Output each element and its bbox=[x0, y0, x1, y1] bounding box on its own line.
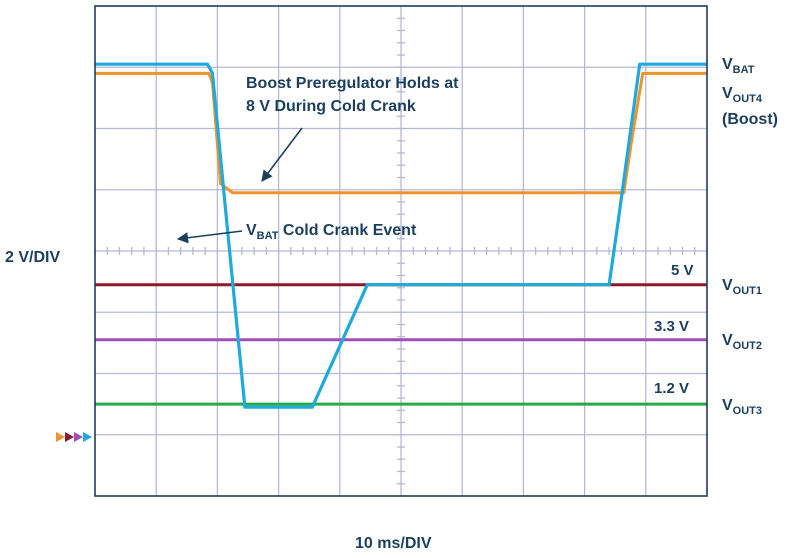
level-label-3v3: 3.3 V bbox=[654, 318, 689, 335]
ground-markers bbox=[56, 432, 92, 442]
channel-label-vout1-main: V bbox=[722, 277, 733, 294]
channel-label-vbat-main: V bbox=[722, 56, 733, 73]
annotation-boost-arrow bbox=[261, 127, 303, 182]
channel-label-vout4-sub: OUT4 bbox=[733, 93, 763, 105]
level-label-1v2: 1.2 V bbox=[654, 380, 689, 397]
annotation-vbat-event-sub: BAT bbox=[257, 230, 279, 242]
channel-label-vout1: VOUT1 bbox=[722, 277, 762, 297]
annotation-vbat-event-rest: Cold Crank Event bbox=[278, 222, 416, 239]
trace-vbat bbox=[95, 62, 707, 409]
channel-label-vout4: VOUT4 bbox=[722, 85, 763, 105]
annotation-vbat-event-v: V bbox=[246, 222, 257, 239]
channel-label-vout2-main: V bbox=[722, 332, 733, 349]
annotation-vbat-arrow bbox=[176, 230, 243, 244]
channel-label-vout2: VOUT2 bbox=[722, 332, 762, 352]
x-scale-label: 10 ms/DIV bbox=[355, 535, 432, 552]
channel-label-vout4-extra: (Boost) bbox=[722, 111, 778, 128]
channel-label-vbat: VBAT bbox=[722, 56, 755, 76]
annotation-boost-line1: Boost Preregulator Holds at bbox=[246, 75, 459, 92]
channel-label-vout3-main: V bbox=[722, 397, 733, 414]
ground-marker bbox=[56, 432, 65, 442]
channel-label-vout2-sub: OUT2 bbox=[733, 340, 762, 352]
ground-marker bbox=[74, 432, 83, 442]
ground-marker bbox=[65, 432, 74, 442]
ground-marker bbox=[83, 432, 92, 442]
trace-vout4 bbox=[95, 71, 707, 195]
grid bbox=[94, 5, 708, 497]
annotation-vbat-event: VBAT Cold Crank Event bbox=[246, 222, 417, 242]
annotation-boost-line2: 8 V During Cold Crank bbox=[246, 98, 416, 115]
channel-label-vbat-sub: BAT bbox=[733, 64, 755, 76]
channel-label-vout3: VOUT3 bbox=[722, 397, 762, 417]
plot-frame bbox=[94, 5, 708, 497]
level-label-5v: 5 V bbox=[671, 262, 694, 279]
channel-label-vout3-sub: OUT3 bbox=[733, 405, 762, 417]
waveforms bbox=[95, 62, 707, 409]
channel-label-vout4-main: V bbox=[722, 85, 733, 102]
y-scale-label: 2 V/DIV bbox=[5, 249, 60, 266]
channel-label-vout1-sub: OUT1 bbox=[733, 285, 762, 297]
channel-labels: VBAT VOUT4 (Boost) VOUT1 VOUT2 VOUT3 bbox=[722, 56, 778, 417]
